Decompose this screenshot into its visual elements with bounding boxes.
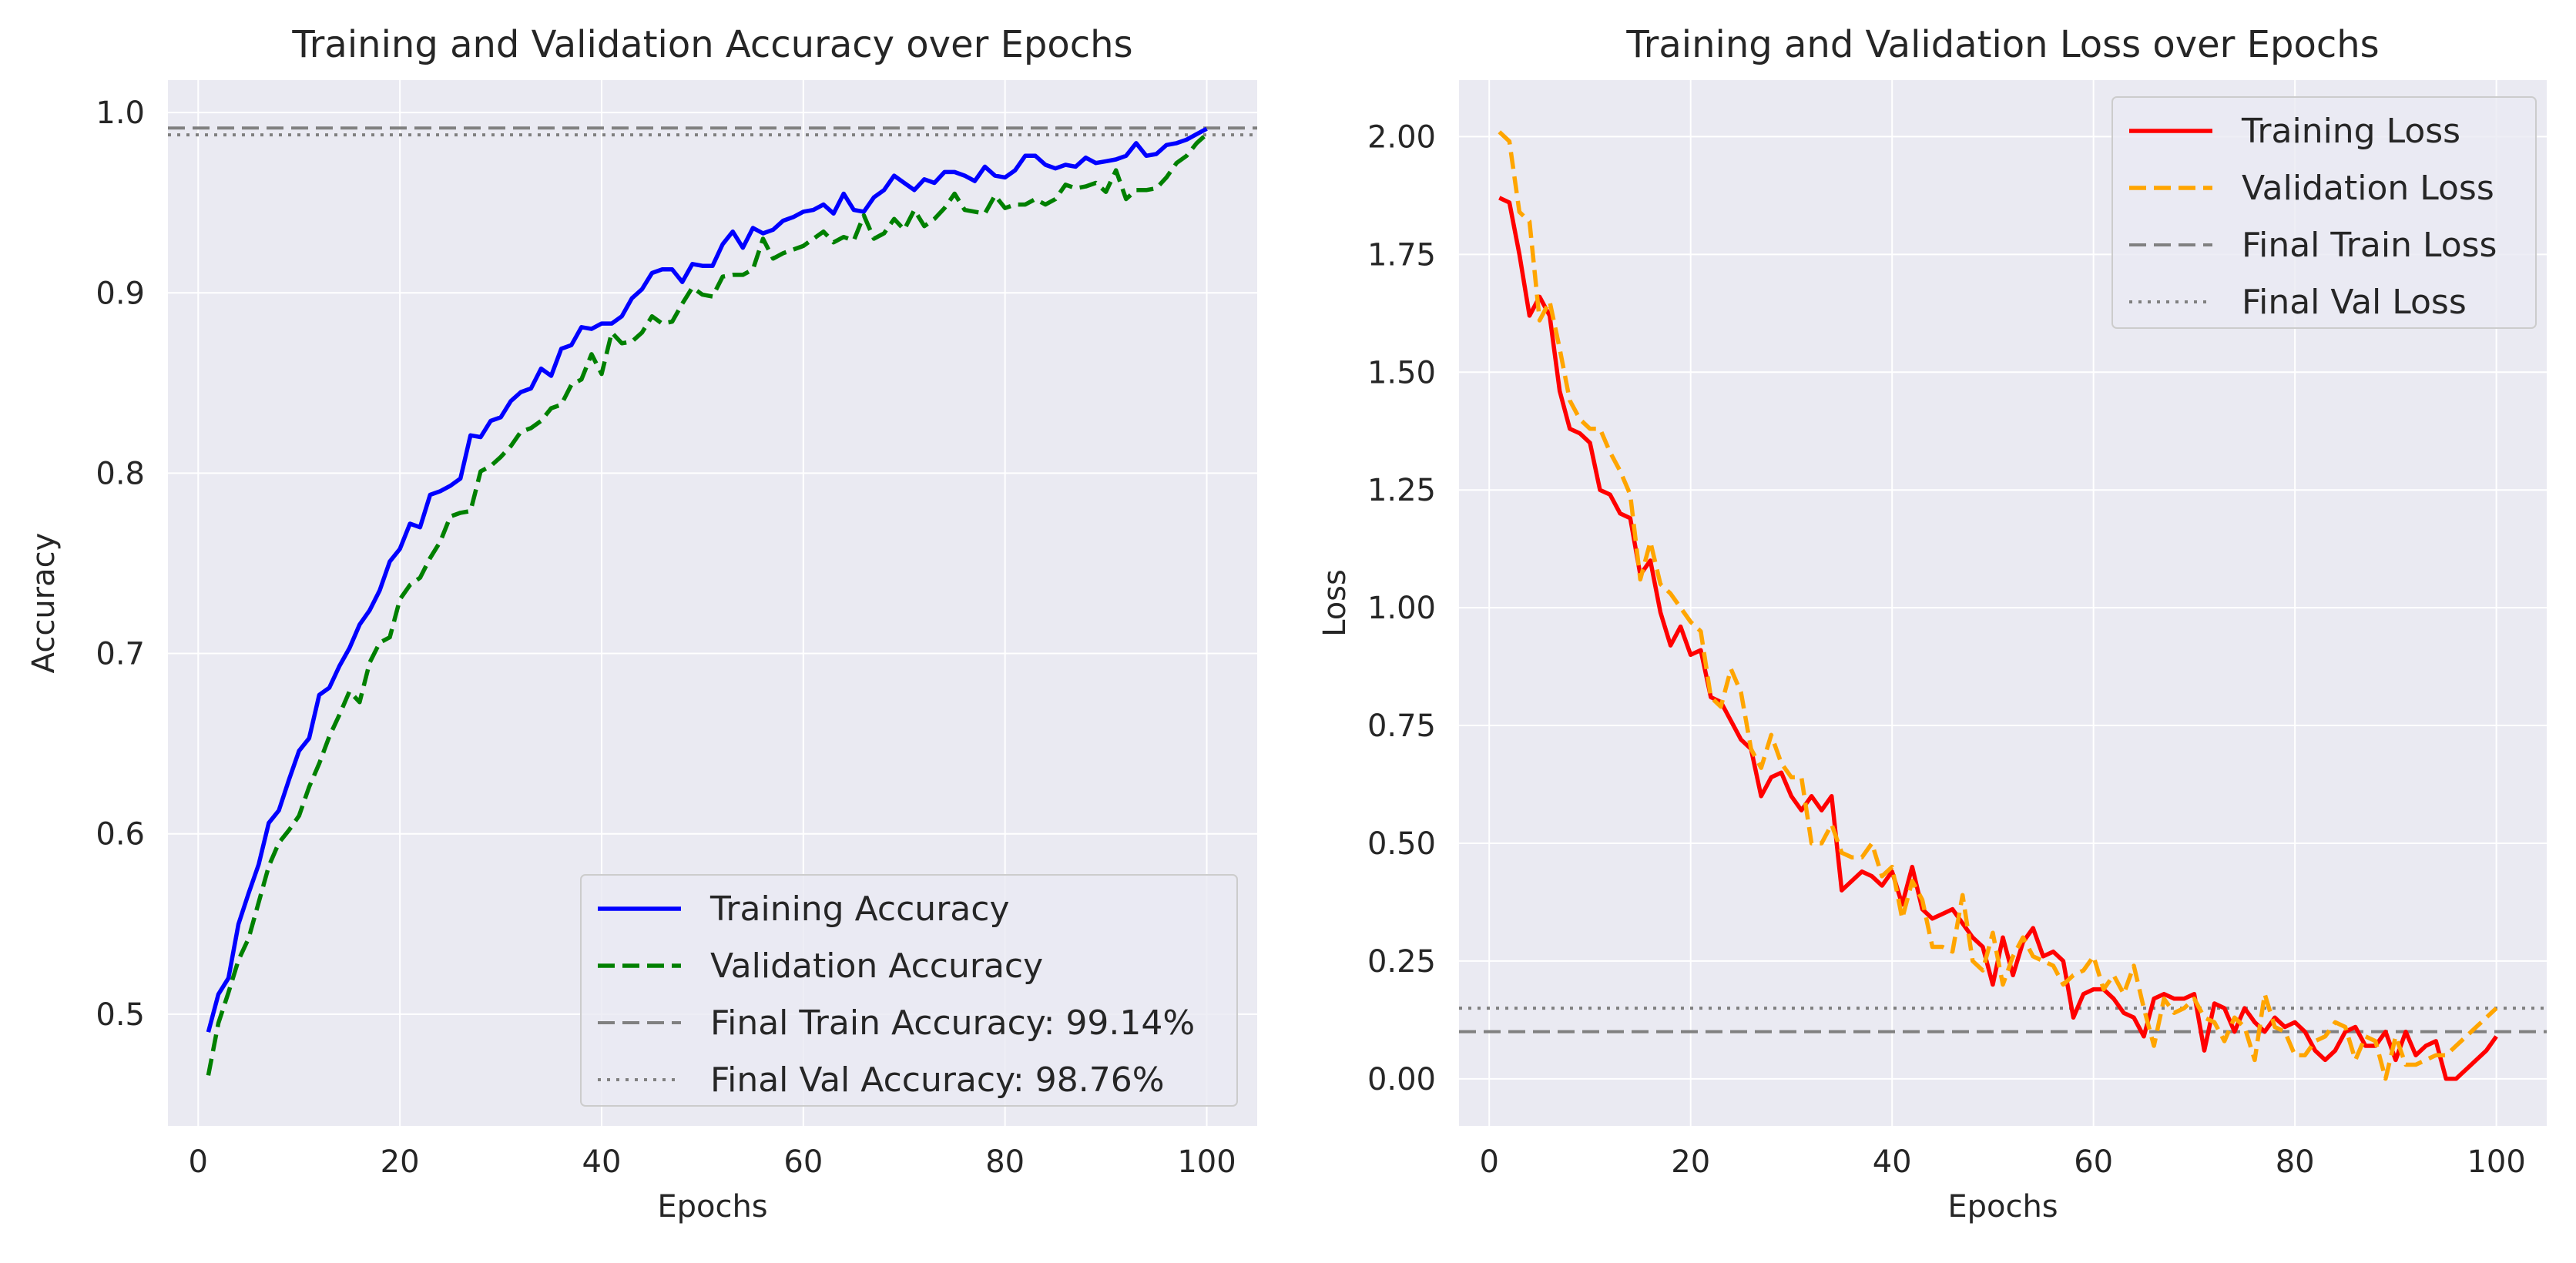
legend-label-final-val-accuracy: Final Val Accuracy: 98.76% bbox=[710, 1060, 1165, 1100]
x-tick-label: 40 bbox=[1873, 1144, 1912, 1180]
loss-chart-panel: 0.00 0.25 0.50 0.75 1.00 1.25 1.50 1.75 2.00 0 20… bbox=[1317, 23, 2547, 1224]
y-tick-label: 1.50 bbox=[1367, 355, 1436, 390]
y-tick-label: 0.6 bbox=[96, 817, 145, 853]
y-tick-label: 1.75 bbox=[1367, 237, 1436, 273]
y-tick-label: 0.7 bbox=[96, 637, 145, 672]
legend-label-final-val-loss: Final Val Loss bbox=[2242, 283, 2467, 322]
accuracy-chart-panel: 0.5 0.6 0.7 0.8 0.9 1.0 0 20 40 60 80 100 Training… bbox=[26, 23, 1257, 1224]
y-tick-label: 0.75 bbox=[1367, 709, 1436, 744]
loss-y-tick-labels: 0.00 0.25 0.50 0.75 1.00 1.25 1.50 1.75 2.00 bbox=[1367, 119, 1436, 1097]
legend-label-final-train-accuracy: Final Train Accuracy: 99.14% bbox=[710, 1003, 1195, 1043]
legend-label-training-accuracy: Training Accuracy bbox=[709, 889, 1009, 929]
y-tick-label: 1.25 bbox=[1367, 473, 1436, 508]
x-tick-label: 80 bbox=[2276, 1144, 2315, 1180]
x-tick-label: 0 bbox=[1479, 1144, 1498, 1180]
y-tick-label: 0.5 bbox=[96, 997, 145, 1033]
accuracy-x-axis-label: Epochs bbox=[657, 1189, 767, 1224]
loss-chart-title: Training and Validation Loss over Epochs bbox=[1625, 23, 2379, 66]
y-tick-label: 2.00 bbox=[1367, 119, 1436, 155]
x-tick-label: 100 bbox=[2467, 1144, 2525, 1180]
accuracy-chart-title: Training and Validation Accuracy over Ep… bbox=[291, 23, 1132, 66]
x-tick-label: 40 bbox=[582, 1144, 622, 1180]
x-tick-label: 0 bbox=[189, 1144, 208, 1180]
figure-canvas: 0.5 0.6 0.7 0.8 0.9 1.0 0 20 40 60 80 100 Training… bbox=[0, 0, 2576, 1263]
legend-label-validation-accuracy: Validation Accuracy bbox=[710, 946, 1043, 986]
y-tick-label: 1.00 bbox=[1367, 591, 1436, 626]
x-tick-label: 80 bbox=[985, 1144, 1025, 1180]
y-tick-label: 1.0 bbox=[96, 95, 145, 131]
y-tick-label: 0.9 bbox=[96, 276, 145, 311]
loss-x-axis-label: Epochs bbox=[1947, 1189, 2058, 1224]
loss-y-axis-label: Loss bbox=[1317, 569, 1353, 637]
x-tick-label: 20 bbox=[1671, 1144, 1710, 1180]
legend-label-final-train-loss: Final Train Loss bbox=[2242, 226, 2497, 265]
loss-legend: Training Loss Validation Loss Final Trai… bbox=[2112, 97, 2536, 328]
accuracy-legend: Training Accuracy Validation Accuracy Fi… bbox=[581, 875, 1237, 1106]
x-tick-label: 60 bbox=[783, 1144, 823, 1180]
accuracy-y-axis-label: Accuracy bbox=[26, 533, 62, 674]
y-tick-label: 0.50 bbox=[1367, 826, 1436, 862]
y-tick-label: 0.00 bbox=[1367, 1062, 1436, 1097]
x-tick-label: 60 bbox=[2074, 1144, 2113, 1180]
legend-label-training-loss: Training Loss bbox=[2241, 112, 2460, 151]
y-tick-label: 0.8 bbox=[96, 456, 145, 491]
y-tick-label: 0.25 bbox=[1367, 944, 1436, 980]
x-tick-label: 20 bbox=[381, 1144, 420, 1180]
legend-label-validation-loss: Validation Loss bbox=[2242, 169, 2494, 208]
x-tick-label: 100 bbox=[1177, 1144, 1236, 1180]
